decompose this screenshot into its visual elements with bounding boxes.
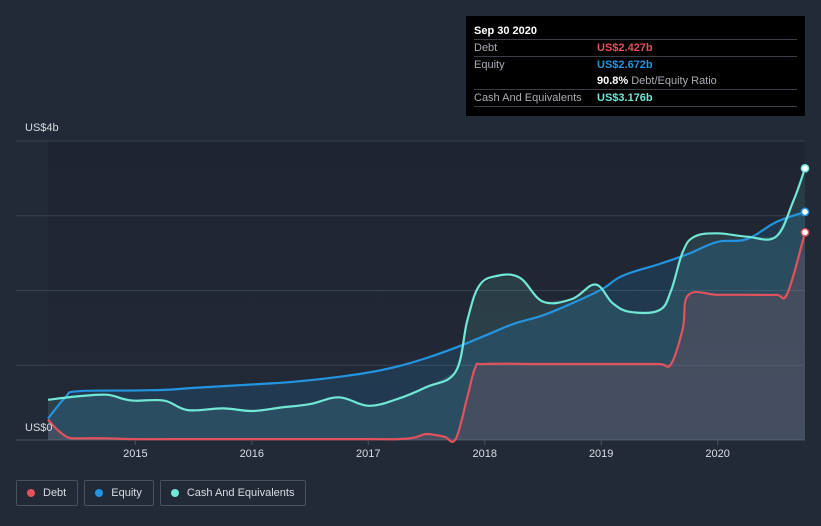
tooltip-row-debt: Debt US$2.427b bbox=[474, 39, 797, 56]
x-tick-label-2018: 2018 bbox=[472, 448, 496, 460]
tooltip-ratio-label: Debt/Equity Ratio bbox=[631, 75, 717, 87]
legend-label-cash: Cash And Equivalents bbox=[186, 487, 295, 499]
legend-item-cash[interactable]: Cash And Equivalents bbox=[159, 480, 307, 506]
line-cash-and-equivalents bbox=[47, 167, 807, 413]
area-equity bbox=[48, 211, 805, 440]
tooltip-date: Sep 30 2020 bbox=[474, 25, 537, 37]
line-equity bbox=[47, 210, 806, 420]
legend-item-equity[interactable]: Equity bbox=[84, 480, 154, 506]
equity-dot-icon bbox=[95, 489, 104, 497]
line-debt bbox=[47, 232, 807, 443]
legend-label-equity: Equity bbox=[111, 487, 142, 499]
cash-dot-icon bbox=[170, 489, 179, 497]
endpoint-equity bbox=[800, 207, 810, 217]
y-axis-top-label: US$4b bbox=[25, 122, 59, 134]
x-tick-label-2016: 2016 bbox=[240, 448, 264, 460]
x-tick-label-2017: 2017 bbox=[356, 448, 380, 460]
y-axis-bottom-label: US$0 bbox=[25, 422, 53, 434]
tooltip-cash-label: Cash And Equivalents bbox=[474, 92, 582, 104]
gridlines bbox=[16, 140, 805, 441]
series-endpoints bbox=[800, 163, 810, 237]
tooltip: Sep 30 2020 Debt US$2.427b Equity US$2.6… bbox=[466, 16, 805, 116]
tooltip-row-cash: Cash And Equivalents US$3.176b bbox=[474, 89, 797, 107]
tooltip-ratio-value: 90.8% bbox=[597, 75, 629, 87]
debt-dot-icon bbox=[27, 489, 35, 497]
tooltip-row-equity: Equity US$2.672b bbox=[474, 56, 797, 73]
legend: Debt Equity Cash And Equivalents bbox=[16, 480, 307, 506]
endpoint-cash-and-equivalents bbox=[800, 163, 810, 173]
tooltip-cash-value: US$3.176b bbox=[597, 92, 653, 104]
tooltip-debt-value: US$2.427b bbox=[597, 42, 653, 54]
x-tick-label-2019: 2019 bbox=[589, 448, 613, 460]
series-lines bbox=[47, 167, 807, 443]
tooltip-row-ratio: 90.8% Debt/Equity Ratio bbox=[474, 73, 797, 89]
series-areas bbox=[48, 168, 805, 441]
x-axis-ticks: 2015 2016 2017 2018 2019 2020 bbox=[123, 440, 730, 460]
legend-label-debt: Debt bbox=[43, 487, 67, 499]
tooltip-equity-value: US$2.672b bbox=[597, 59, 653, 71]
legend-item-debt[interactable]: Debt bbox=[16, 480, 79, 506]
tooltip-ratio-spacer bbox=[474, 73, 597, 89]
area-cash-and-equivalents bbox=[48, 168, 805, 441]
area-debt bbox=[48, 232, 805, 440]
tooltip-debt-label: Debt bbox=[474, 42, 498, 54]
tooltip-equity-label: Equity bbox=[474, 59, 505, 71]
endpoint-debt bbox=[800, 228, 810, 237]
x-tick-label-2020: 2020 bbox=[705, 448, 729, 460]
x-tick-label-2015: 2015 bbox=[123, 448, 147, 460]
